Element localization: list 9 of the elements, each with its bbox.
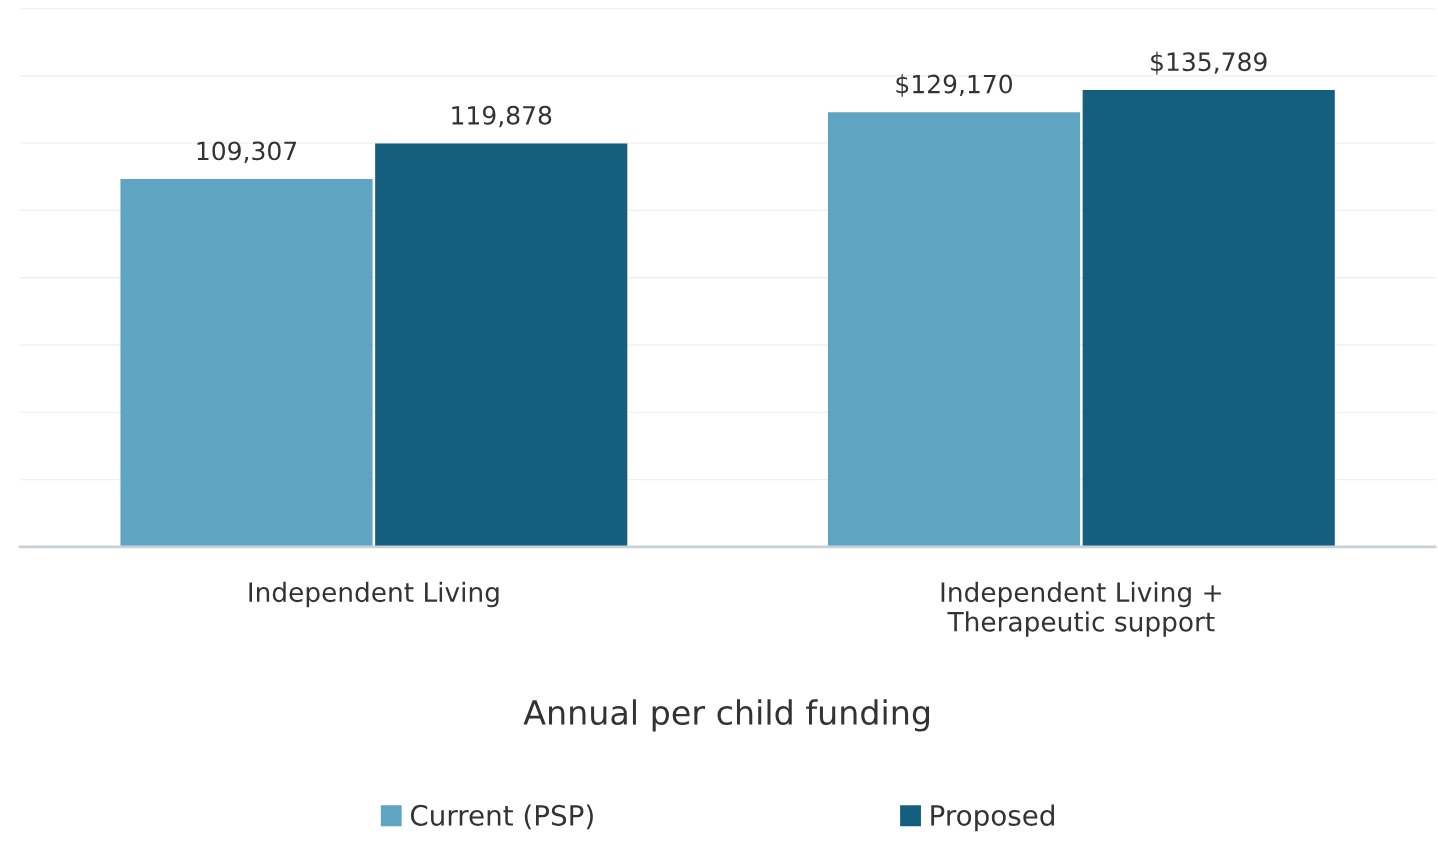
x-tick-label: Independent Living [249,581,499,608]
data-label: 119,878 [452,105,552,128]
data-label: $135,789 [1151,51,1267,75]
legend-label: Proposed [931,804,1054,832]
data-label: 109,307 [197,141,297,163]
legend-label: Current (PSP) [410,804,593,830]
x-tick-label: Independent Living + Therapeutic support [941,581,1221,637]
data-label: $129,170 [896,74,1013,97]
x-axis-title: Annual per child funding [523,699,930,732]
